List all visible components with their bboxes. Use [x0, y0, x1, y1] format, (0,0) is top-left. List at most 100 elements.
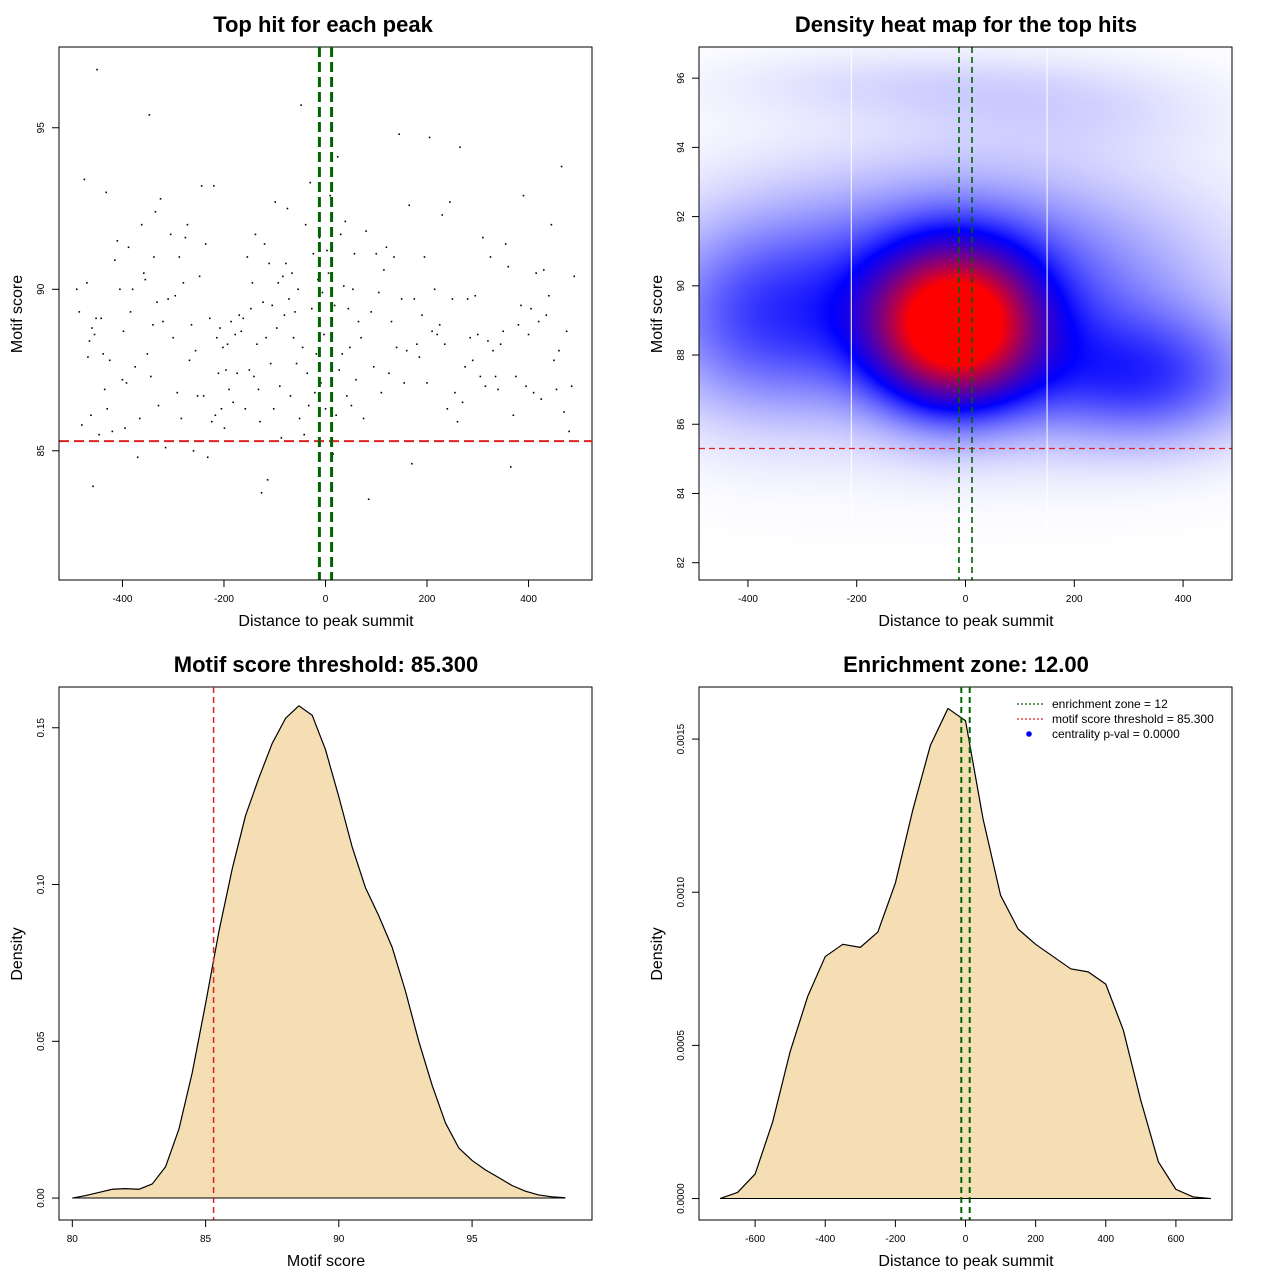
scatter-point: [318, 236, 321, 239]
y-tick-label: 84: [676, 487, 687, 499]
scatter-point: [372, 366, 375, 368]
scatter-point: [304, 223, 307, 226]
y-tick-label: 0.00: [36, 1188, 47, 1208]
scatter-point: [254, 233, 257, 236]
scatter-point: [274, 201, 277, 203]
scatter-point: [144, 278, 147, 281]
scatter-point: [184, 236, 187, 239]
scatter-point: [530, 307, 532, 310]
scatter-point: [269, 362, 272, 365]
scatter-point: [443, 343, 446, 345]
distance-density-title: Enrichment zone: 12.00: [843, 652, 1089, 677]
scatter-point: [213, 185, 215, 187]
scatter-panel: Top hit for each peak -400 -200 0 200 400 85 9…: [9, 12, 593, 630]
scatter-point: [265, 336, 267, 339]
scatter-point: [502, 330, 504, 333]
heatmap-canvas: [699, 47, 1232, 580]
scatter-point: [188, 359, 191, 362]
scatter-point: [341, 353, 344, 355]
distance-density-xlabel: Distance to peak summit: [878, 1253, 1054, 1270]
scatter-point: [103, 388, 106, 391]
scatter-point: [339, 233, 342, 236]
scatter-point: [146, 353, 149, 355]
scatter-point: [119, 288, 121, 291]
scatter-point: [307, 404, 310, 407]
scatter-point: [91, 327, 93, 329]
scatter-point: [268, 262, 270, 265]
scatter-point: [494, 375, 497, 378]
y-tick-label: 90: [36, 283, 47, 295]
y-tick-label: 0.0015: [676, 723, 687, 754]
scatter-point: [438, 324, 441, 326]
scatter-point: [471, 359, 474, 362]
scatter-point: [413, 298, 416, 300]
y-tick-label: 90: [676, 280, 687, 292]
y-tick-label: 95: [36, 122, 47, 134]
scatter-point: [476, 333, 479, 336]
x-tick-label: 0: [963, 594, 969, 605]
scatter-point: [111, 430, 114, 433]
scatter-point: [172, 336, 175, 339]
scatter-plot-area: [58, 46, 593, 581]
scatter-point: [347, 307, 350, 310]
scatter-point: [136, 456, 139, 459]
scatter-point: [164, 446, 167, 449]
scatter-point: [263, 243, 266, 245]
x-tick-label: 400: [1175, 594, 1192, 605]
scatter-point: [102, 353, 104, 355]
scatter-point: [156, 301, 158, 303]
distance-density-legend: enrichment zone = 12 motif score thresho…: [1017, 697, 1214, 741]
scatter-point: [532, 391, 535, 394]
scatter-point: [423, 256, 426, 258]
scatter-point: [105, 191, 108, 194]
scatter-point: [106, 407, 109, 410]
scatter-point: [565, 330, 568, 333]
x-tick-label: 95: [467, 1234, 479, 1245]
scatter-point: [127, 246, 130, 249]
scatter-point: [236, 372, 238, 375]
scatter-point: [314, 391, 316, 394]
scatter-point: [250, 307, 252, 310]
scatter-point: [550, 223, 553, 226]
scatter-point: [297, 288, 299, 291]
x-tick-label: 400: [1097, 1234, 1114, 1245]
scatter-point: [362, 417, 365, 420]
scatter-point: [327, 272, 330, 274]
scatter-point: [540, 398, 543, 400]
x-tick-label: 0: [963, 1234, 969, 1245]
scatter-point: [96, 68, 98, 71]
scatter-point: [257, 388, 260, 391]
scatter-point: [441, 214, 444, 216]
scatter-point: [210, 420, 213, 423]
y-tick-label: 94: [676, 141, 687, 153]
scatter-point: [75, 288, 78, 291]
x-tick-label: 85: [200, 1234, 212, 1245]
density-line: [72, 705, 566, 1199]
scatter-point: [408, 204, 411, 207]
heatmap-axes: -400 -200 0 200 400 82 84 86 88 90 92 94 96: [676, 72, 1192, 605]
scatter-point: [466, 298, 469, 300]
scatter-point: [350, 404, 353, 407]
scatter-point: [357, 320, 360, 323]
scatter-point: [230, 320, 232, 323]
scatter-point: [436, 333, 438, 336]
scatter-point: [421, 314, 423, 316]
scatter-point: [321, 291, 324, 294]
scatter-xlabel: Distance to peak summit: [238, 613, 414, 630]
x-tick-label: 200: [1027, 1234, 1044, 1245]
scatter-point: [98, 433, 100, 436]
scatter-point: [512, 414, 515, 417]
scatter-ylabel: Motif score: [9, 275, 26, 353]
scatter-point: [570, 385, 573, 387]
scatter-point: [174, 294, 177, 297]
scatter-point: [186, 223, 189, 226]
x-tick-label: 200: [419, 594, 436, 605]
scatter-point: [228, 388, 230, 391]
y-tick-label: 88: [676, 349, 687, 361]
scatter-point: [360, 336, 362, 339]
scatter-point: [129, 311, 132, 313]
score-density-panel: Motif score threshold: 85.300 80 85 90 95 0.…: [9, 652, 593, 1270]
scatter-point: [240, 330, 243, 333]
distance-density-ylabel: Density: [649, 927, 666, 980]
heatmap-title: Density heat map for the top hits: [795, 12, 1137, 37]
